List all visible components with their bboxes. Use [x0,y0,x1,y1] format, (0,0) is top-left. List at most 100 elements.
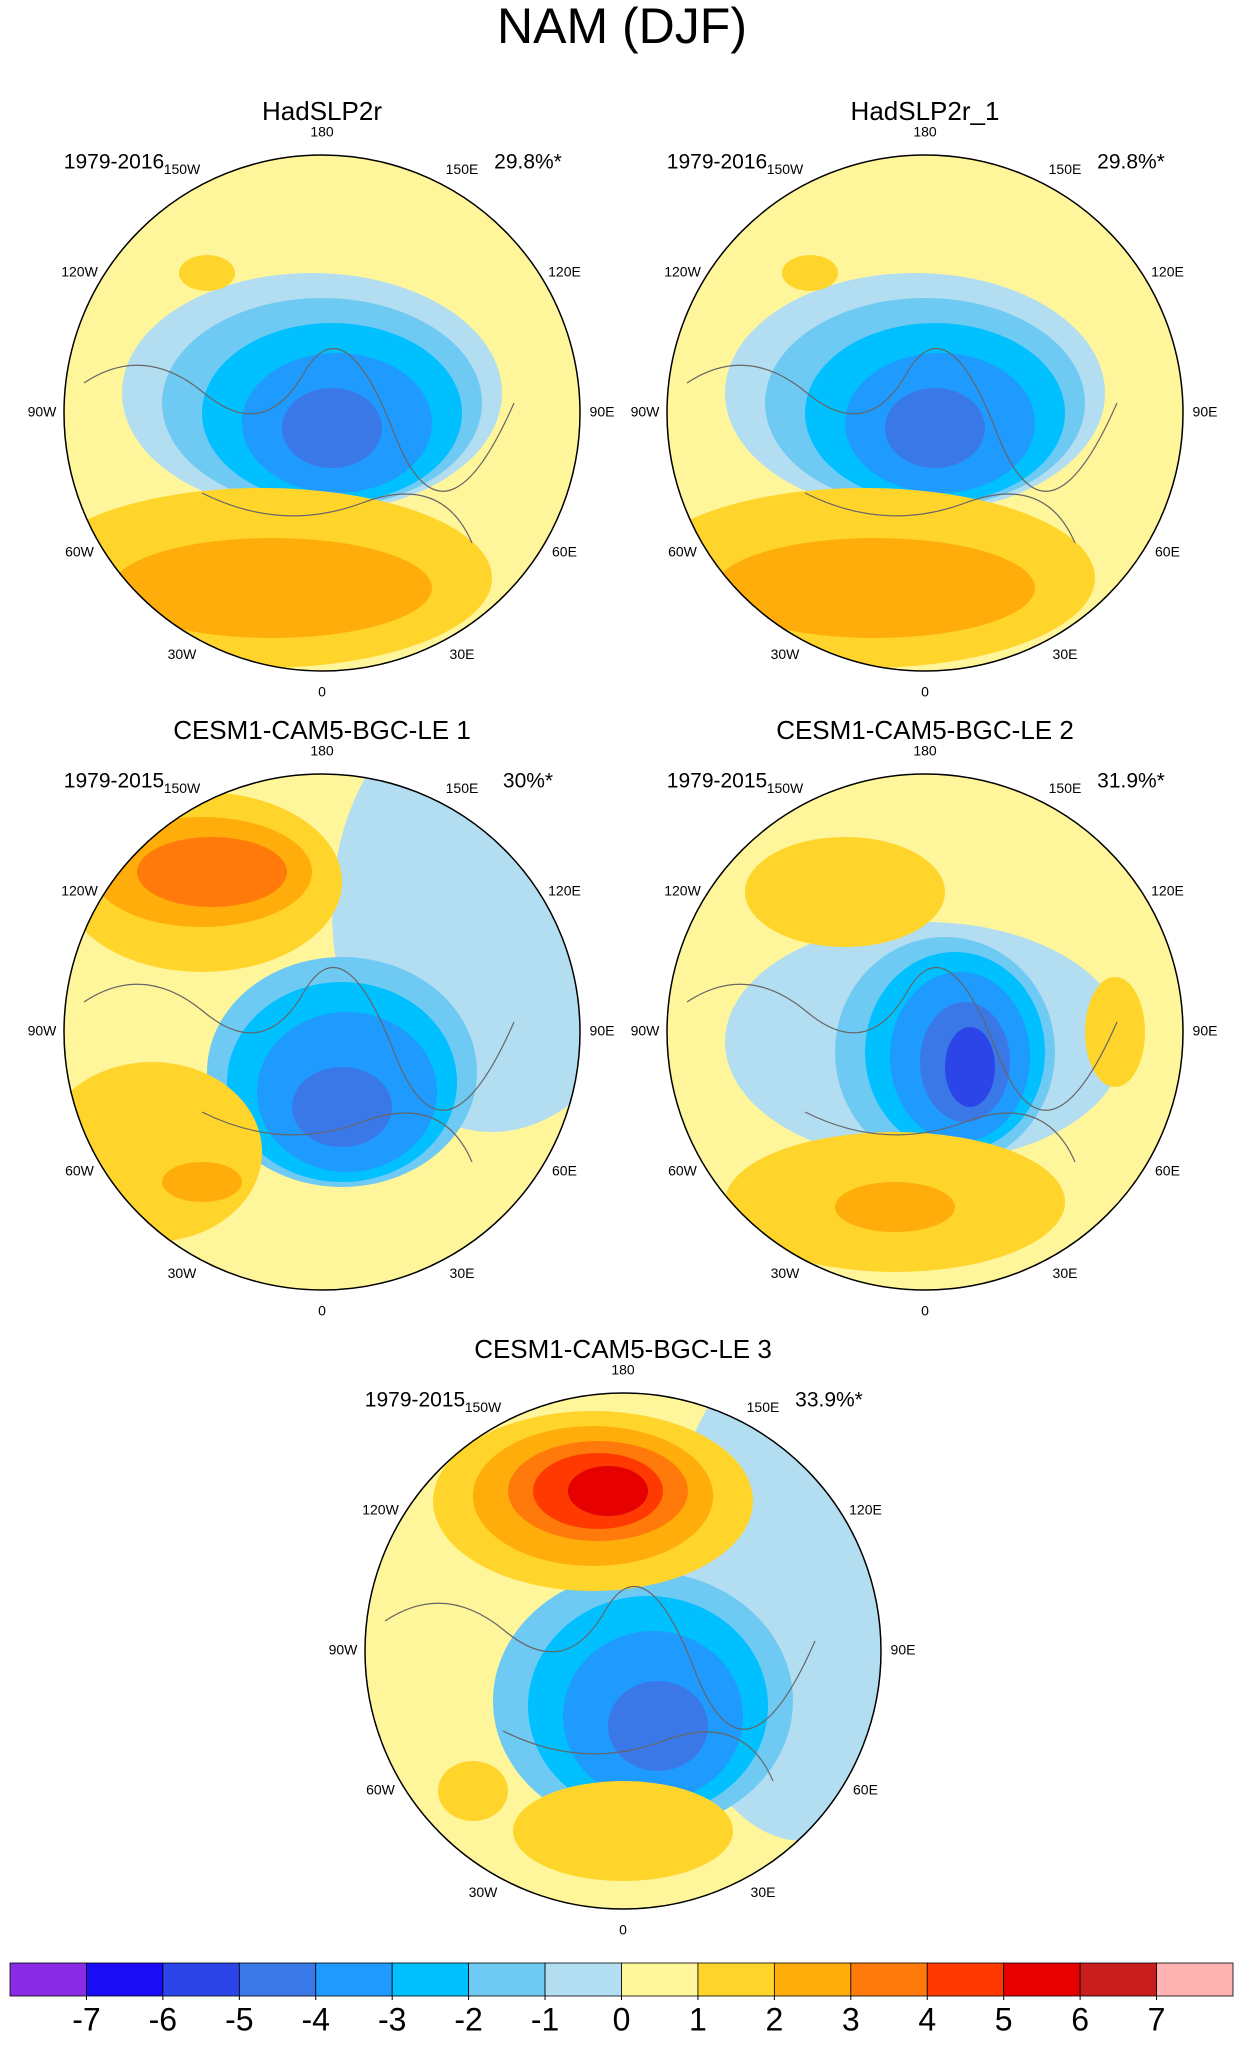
longitude-label: 60W [65,1163,95,1179]
coastline [686,966,1118,1163]
longitude-label: 120W [664,264,701,280]
contour-fill [292,1067,392,1147]
map-outline [666,154,1184,672]
longitude-label: 90E [891,1642,916,1658]
map-outline [666,773,1184,1291]
longitude-label: 60E [1155,544,1180,560]
colorbar-box [850,1962,928,1997]
longitude-label: 120E [548,883,581,899]
panel-title: HadSLP2r_1 [851,96,1000,126]
colorbar-tick-label: -2 [454,2001,482,2037]
longitude-label: 0 [619,1922,627,1938]
colorbar-tick-label: -6 [149,2001,177,2037]
colorbar-box [315,1962,393,1997]
contour-fill [835,1182,955,1232]
longitude-label: 60E [1155,1163,1180,1179]
colorbar-tick-label: 2 [765,2001,783,2037]
longitude-label: 60W [366,1782,396,1798]
colorbar-tick-label: 4 [918,2001,936,2037]
longitude-label: 180 [913,124,937,140]
longitude-label: 30W [469,1884,499,1900]
panel-period: 1979-2015 [667,770,767,793]
colorbar-box [162,1962,240,1997]
longitude-label: 180 [310,124,334,140]
map-panel: CESM1-CAM5-BGC-LE 1 1979-2015 30%* 180 150E 1… [28,715,615,1319]
coastline [83,347,515,544]
colorbar-tick-label: -4 [302,2001,330,2037]
longitude-label: 90E [1193,1023,1218,1039]
colorbar-box [1079,1962,1157,1997]
contour-fill [282,388,382,468]
longitude-label: 120E [1151,883,1184,899]
panel-period: 1979-2016 [64,151,164,174]
map-panel: HadSLP2r 1979-2016 29.8%* 180 150E 120E 90E 60E… [28,96,615,700]
colorbar-tick-label: -3 [378,2001,406,2037]
contour-fill [745,837,945,947]
colorbar-box [1156,1962,1234,1997]
contour-fill [162,1162,242,1202]
longitude-label: 150W [164,161,201,177]
longitude-label: 60W [65,544,95,560]
longitude-label: 120E [548,264,581,280]
longitude-label: 90W [28,404,58,420]
longitude-label: 60W [668,1163,698,1179]
contour-fill [782,255,838,291]
longitude-label: 90W [631,404,661,420]
panel-variance: 30%* [503,770,553,793]
colorbar-tick-label: 6 [1071,2001,1089,2037]
longitude-label: 60E [552,544,577,560]
contour-fill [715,538,1035,638]
colorbar-tick-label: 0 [613,2001,631,2037]
longitude-label: 150W [465,1399,502,1415]
colorbar-tick-label: 3 [842,2001,860,2037]
contour-fill [179,255,235,291]
figure-title: NAM (DJF) [497,0,747,54]
longitude-label: 150E [1049,780,1082,796]
colorbar-tick-label: -1 [531,2001,559,2037]
longitude-label: 60E [552,1163,577,1179]
contour-fill [568,1466,648,1516]
panel-variance: 31.9%* [1097,770,1165,793]
longitude-label: 120E [849,1502,882,1518]
longitude-label: 30E [450,646,475,662]
colorbar-tick-label: 5 [995,2001,1013,2037]
longitude-label: 180 [611,1362,635,1378]
colorbar-tick-label: 1 [689,2001,707,2037]
contour-fill [1085,977,1145,1087]
map-outline [63,773,581,1291]
panel-title: CESM1-CAM5-BGC-LE 1 [173,715,471,745]
colorbar-box [773,1962,852,1997]
longitude-label: 0 [318,684,326,700]
longitude-label: 90W [28,1023,58,1039]
longitude-label: 180 [310,743,334,759]
longitude-label: 90W [631,1023,661,1039]
anomaly-field [725,837,1145,1272]
longitude-label: 90W [329,1642,359,1658]
colorbar-box [468,1962,546,1997]
colorbar-box [238,1962,317,1997]
map-outline [63,154,581,672]
longitude-label: 180 [913,743,937,759]
contour-fill [112,538,432,638]
longitude-label: 30W [168,646,198,662]
longitude-label: 120E [1151,264,1184,280]
longitude-label: 150E [1049,161,1082,177]
longitude-label: 60E [853,1782,878,1798]
panel-variance: 29.8%* [1097,151,1165,174]
longitude-label: 120W [61,883,98,899]
contour-fill [513,1781,733,1881]
panel-variance: 29.8%* [494,151,562,174]
longitude-label: 30W [168,1265,198,1281]
map-outline [364,1392,882,1910]
longitude-label: 0 [921,684,929,700]
colorbar-box [1003,1962,1081,1997]
longitude-label: 150W [767,161,804,177]
colorbar-tick-label: -7 [72,2001,100,2037]
colorbar-box [926,1962,1005,1997]
panel-period: 1979-2015 [365,1389,465,1412]
colorbar-tick-label: -5 [225,2001,253,2037]
panel-variance: 33.9%* [795,1389,863,1412]
longitude-label: 0 [318,1303,326,1319]
contour-fill [885,388,985,468]
